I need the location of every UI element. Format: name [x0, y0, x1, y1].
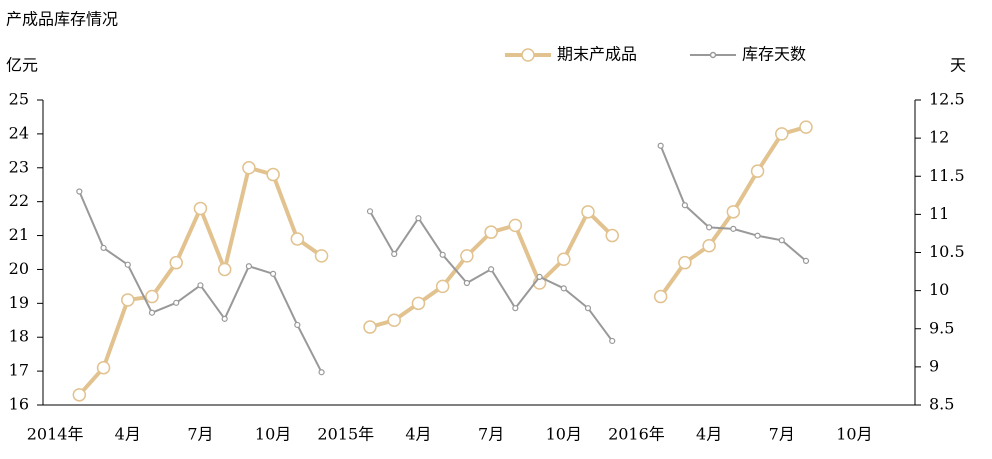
y-axis-label: 亿元: [6, 56, 38, 75]
y2-tick-label: 9: [929, 356, 939, 375]
y-tick-label: 18: [9, 327, 29, 346]
point: [124, 261, 131, 268]
y2-tick-label: 12: [929, 128, 949, 147]
point: [653, 289, 668, 304]
x-tick-label: 4月: [115, 425, 141, 444]
point: [730, 225, 737, 232]
point: [121, 293, 135, 307]
point: [294, 321, 301, 329]
point: [657, 142, 664, 149]
y-tick-label: 24: [9, 123, 29, 142]
point: [750, 164, 765, 178]
y-tick-label: 20: [9, 259, 29, 278]
point: [169, 255, 183, 270]
y-tick-label: 25: [9, 90, 29, 109]
point: [560, 285, 567, 292]
y-tick-label: 22: [9, 191, 29, 210]
x-tick-label: 2016年: [608, 425, 665, 444]
point: [221, 315, 228, 322]
point: [290, 232, 305, 246]
y2-tick-label: 10.5: [929, 242, 965, 261]
point: [512, 305, 519, 312]
point: [605, 228, 619, 243]
series-line: [78, 191, 323, 373]
point: [702, 238, 716, 253]
point: [148, 309, 156, 316]
point: [799, 120, 813, 134]
point: [609, 337, 616, 345]
x-tick-label: 7月: [187, 425, 213, 444]
point: [266, 167, 280, 182]
legend-marker: [521, 48, 535, 62]
point: [173, 299, 180, 306]
x-tick-label: 4月: [696, 425, 722, 444]
point: [145, 289, 159, 304]
point: [508, 218, 523, 233]
point: [363, 320, 377, 334]
legend-label: 期末产成品: [557, 45, 637, 64]
point: [706, 224, 713, 231]
point: [217, 262, 232, 277]
y2-axis-label: 天: [950, 56, 966, 75]
point: [460, 249, 474, 263]
point: [557, 252, 571, 267]
point: [387, 313, 401, 328]
x-tick-label: 7月: [769, 425, 795, 444]
point: [193, 201, 208, 216]
x-tick-label: 10月: [546, 425, 582, 444]
y-tick-label: 16: [9, 395, 29, 414]
point: [439, 251, 446, 258]
x-tick-label: 2015年: [317, 425, 374, 444]
point: [678, 255, 692, 270]
point: [536, 273, 543, 280]
legend-marker: [709, 51, 717, 59]
y2-tick-label: 9.5: [929, 318, 954, 337]
y-tick-label: 19: [9, 293, 29, 312]
point: [681, 202, 688, 209]
legend-label: 库存天数: [742, 45, 806, 64]
point: [314, 249, 329, 263]
point: [584, 305, 592, 312]
point: [96, 360, 111, 375]
point: [484, 225, 498, 239]
point: [100, 244, 107, 252]
x-tick-label: 2014年: [27, 425, 84, 444]
point: [754, 232, 761, 239]
point: [366, 208, 374, 215]
point: [581, 205, 595, 219]
y-tick-label: 17: [9, 361, 29, 380]
point: [415, 215, 422, 222]
y2-tick-label: 11.5: [929, 166, 965, 185]
point: [245, 263, 252, 270]
point: [778, 237, 785, 244]
point: [197, 282, 204, 289]
y2-tick-label: 11: [929, 204, 949, 223]
point: [242, 161, 256, 175]
chart-title: 产成品库存情况: [6, 10, 118, 29]
x-tick-label: 7月: [478, 425, 504, 444]
y2-tick-label: 10: [929, 280, 949, 299]
point: [463, 279, 470, 287]
point: [488, 266, 495, 273]
point: [318, 369, 325, 376]
point: [802, 257, 810, 264]
point: [726, 205, 741, 219]
x-tick-label: 4月: [405, 425, 431, 444]
point: [76, 188, 83, 195]
x-tick-label: 10月: [255, 425, 291, 444]
point: [411, 296, 426, 311]
point: [435, 279, 450, 294]
point: [270, 270, 277, 277]
y-tick-label: 23: [9, 157, 29, 176]
x-tick-label: 10月: [836, 425, 872, 444]
point: [775, 127, 789, 141]
y2-tick-label: 8.5: [929, 395, 954, 414]
point: [72, 388, 87, 402]
y2-tick-label: 12.5: [929, 90, 965, 109]
point: [391, 250, 398, 258]
y-tick-label: 21: [9, 225, 29, 244]
